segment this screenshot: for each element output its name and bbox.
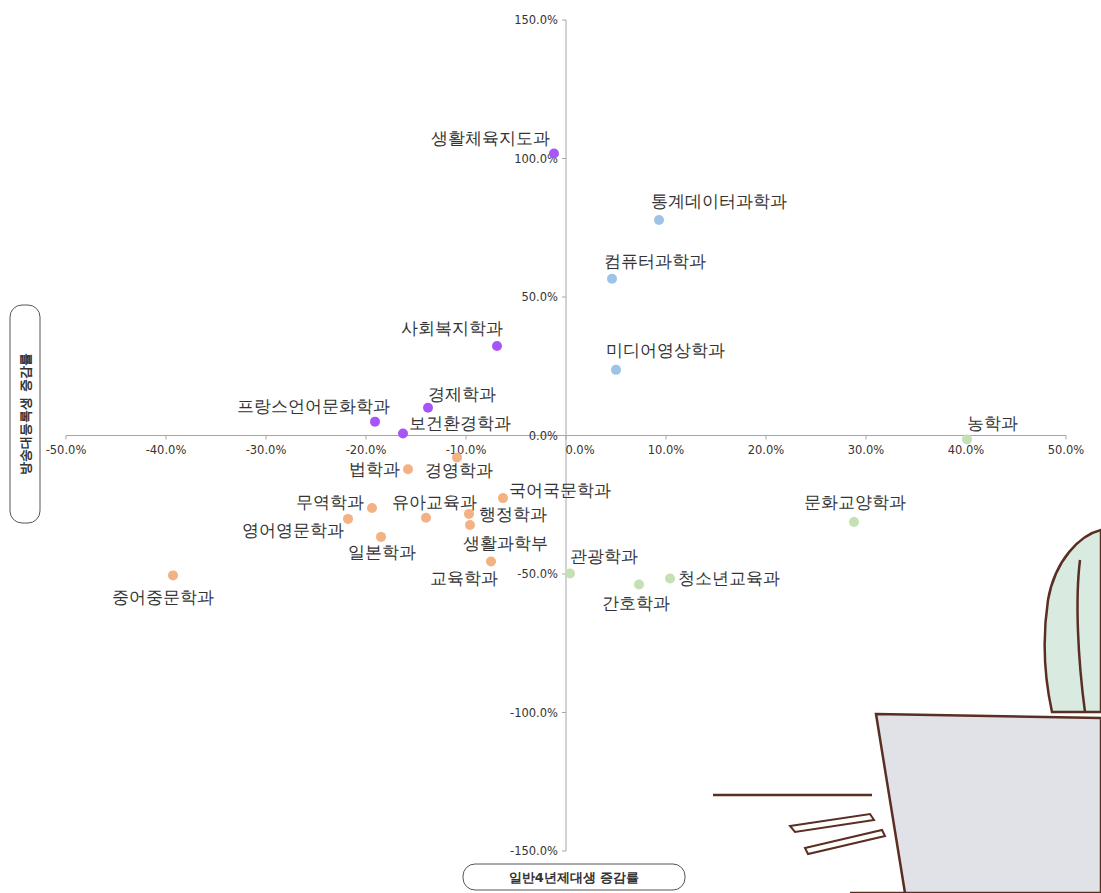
point-labels: 생활체육지도과통계데이터과학과컴퓨터과학과미디어영상학과 사회복지학과경제학과프랑…: [112, 129, 1018, 613]
point: [376, 532, 386, 542]
point: [403, 464, 413, 474]
x-tick-label: 30.0%: [848, 443, 885, 457]
point: [549, 149, 559, 159]
x-axis-line: [66, 435, 1066, 436]
point: [565, 568, 575, 578]
point-label: 국어국문학과: [509, 481, 611, 500]
point-label: 관광학과: [570, 547, 638, 566]
point: [370, 417, 380, 427]
y-tick-label: -100.0%: [510, 706, 558, 720]
x-tick: [366, 436, 367, 440]
point-label: 사회복지학과: [401, 319, 503, 338]
y-axis-title-text: 방송대등록생 증감률: [18, 353, 33, 475]
x-tick-label: 20.0%: [748, 443, 785, 457]
x-axis-title: 일반4년제대생 증감률: [463, 864, 685, 890]
x-tick: [1066, 436, 1067, 440]
point-label: 생활체육지도과: [431, 129, 550, 148]
point: [367, 503, 377, 513]
x-tick: [466, 436, 467, 440]
point: [634, 580, 644, 590]
point: [421, 513, 431, 523]
x-tick-label: -30.0%: [246, 443, 287, 457]
x-tick: [866, 436, 867, 440]
point-label: 통계데이터과학과: [651, 192, 787, 211]
point: [465, 520, 475, 530]
y-tick-label: 150.0%: [514, 13, 558, 27]
y-tick-label: 0.0%: [529, 429, 558, 443]
x-tick-label: 10.0%: [648, 443, 685, 457]
point-label: 행정학과: [479, 505, 547, 524]
point-label: 보건환경학과: [409, 414, 511, 433]
y-tick-label: -50.0%: [517, 567, 558, 581]
y-tick-label: 50.0%: [521, 290, 558, 304]
y-tick: [562, 20, 566, 21]
point: [168, 570, 178, 580]
point: [492, 341, 502, 351]
point-label: 청소년교육과: [678, 569, 780, 588]
point: [343, 514, 353, 524]
x-tick-label: 0.0%: [565, 443, 594, 457]
axes: -50.0% -40.0% -30.0% -20.0% -10.0% 0.0% 10.0% 2…: [46, 13, 1085, 858]
point: [962, 434, 972, 444]
x-axis-title-text: 일반4년제대생 증감률: [509, 870, 640, 885]
point: [849, 517, 859, 527]
point-label: 농학과: [967, 414, 1018, 433]
chart: -50.0% -40.0% -30.0% -20.0% -10.0% 0.0% 10.0% 2…: [0, 0, 1101, 893]
point-label: 교육학과: [430, 569, 498, 588]
x-tick: [766, 436, 767, 440]
x-tick: [566, 436, 567, 440]
point: [486, 557, 496, 567]
x-tick-label: -40.0%: [146, 443, 187, 457]
point-label: 유아교육과: [392, 493, 477, 512]
point: [498, 493, 508, 503]
point-label: 중어중문학과: [112, 588, 214, 607]
y-tick-label: -150.0%: [510, 844, 558, 858]
point: [423, 403, 433, 413]
point: [654, 215, 664, 225]
y-tick: [562, 851, 566, 852]
point-label: 프랑스언어문화학과: [237, 397, 390, 416]
point-label: 영어영문학과: [242, 521, 344, 540]
x-tick: [166, 436, 167, 440]
x-tick-label: -10.0%: [446, 443, 487, 457]
y-tick: [562, 712, 566, 713]
point-label: 법학과: [349, 460, 400, 479]
y-axis-title: 방송대등록생 증감률: [10, 305, 40, 523]
point-label: 일본학과: [348, 543, 416, 562]
point-label: 미디어영상학과: [606, 341, 725, 360]
point-label: 경영학과: [425, 461, 493, 480]
x-tick: [66, 436, 67, 440]
point-label: 경제학과: [428, 385, 496, 404]
point-label: 간호학과: [602, 594, 670, 613]
point: [607, 274, 617, 284]
point-label: 생활과학부: [463, 534, 548, 553]
y-tick: [562, 297, 566, 298]
point-label: 문화교양학과: [804, 493, 906, 512]
x-tick-label: 50.0%: [1048, 443, 1085, 457]
x-tick-label: -20.0%: [346, 443, 387, 457]
point: [398, 429, 408, 439]
x-tick-label: 40.0%: [948, 443, 985, 457]
y-tick: [562, 435, 566, 436]
points: [168, 149, 972, 590]
point: [611, 365, 621, 375]
point: [665, 573, 675, 583]
x-tick-label: -50.0%: [46, 443, 87, 457]
x-tick: [666, 436, 667, 440]
point-label: 무역학과: [296, 493, 364, 512]
point-label: 컴퓨터과학과: [604, 252, 706, 271]
y-tick: [562, 158, 566, 159]
x-tick: [266, 436, 267, 440]
